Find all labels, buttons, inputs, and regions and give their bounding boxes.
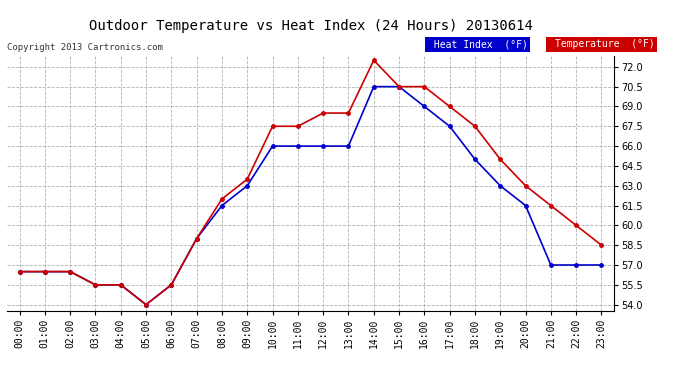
Text: Outdoor Temperature vs Heat Index (24 Hours) 20130614: Outdoor Temperature vs Heat Index (24 Ho… xyxy=(88,19,533,33)
Text: Copyright 2013 Cartronics.com: Copyright 2013 Cartronics.com xyxy=(7,43,163,52)
Text: Heat Index  (°F): Heat Index (°F) xyxy=(428,39,528,50)
Text: Temperature  (°F): Temperature (°F) xyxy=(549,39,654,50)
